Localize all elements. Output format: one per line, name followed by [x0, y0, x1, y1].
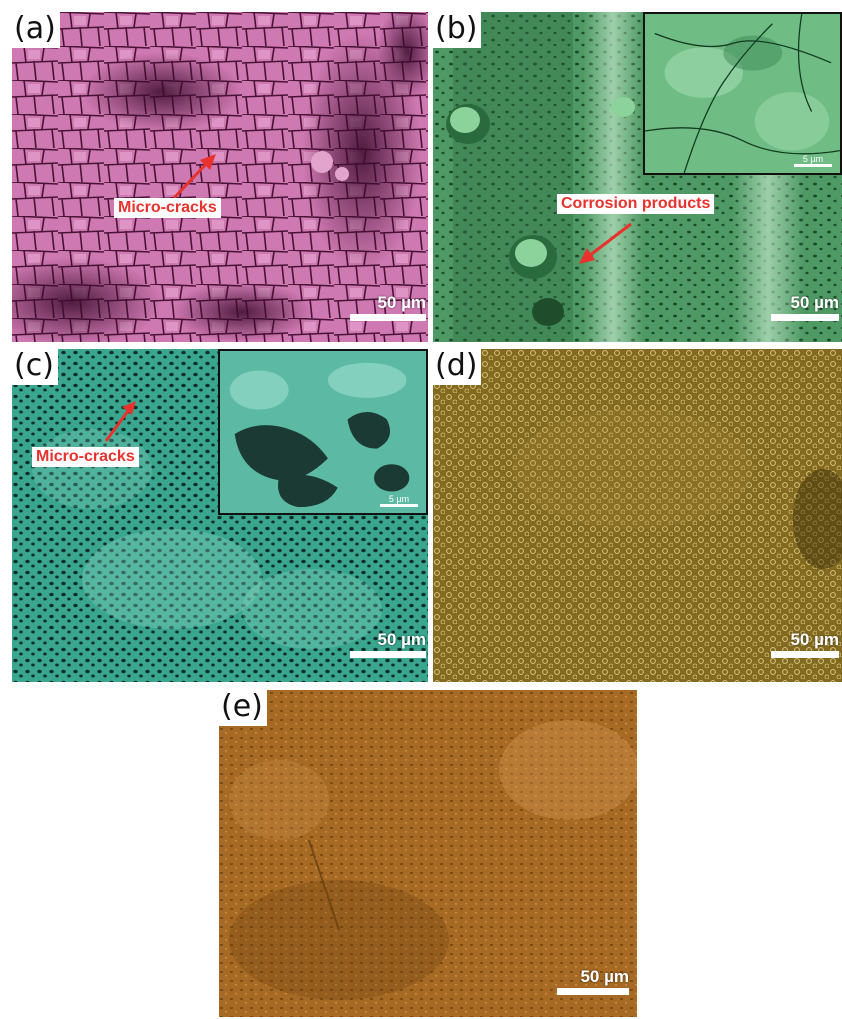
- sem-image-a: [12, 12, 428, 342]
- inset-c: 5 µm: [218, 349, 428, 515]
- inset-image-c: [220, 351, 426, 513]
- inset-scale-label-b: 5 µm: [802, 154, 824, 164]
- sem-image-b: [433, 12, 842, 342]
- scale-label-e: 50 µm: [580, 967, 629, 986]
- scale-bar-a: 50 µm: [350, 294, 426, 321]
- scale-bar-b: 50 µm: [771, 294, 839, 321]
- scale-label-a: 50 µm: [377, 293, 426, 312]
- scale-label-c: 50 µm: [377, 630, 426, 649]
- scale-label-b: 50 µm: [790, 293, 839, 312]
- sem-image-d: [433, 349, 842, 682]
- inset-scale-bar-b: 5 µm: [794, 154, 832, 167]
- scale-bar-e: 50 µm: [557, 968, 629, 995]
- panel-label-d: (d): [433, 349, 482, 385]
- panel-label-e: (e): [219, 690, 267, 726]
- inset-scale-label-c: 5 µm: [388, 494, 410, 504]
- scale-bar-c: 50 µm: [350, 631, 426, 658]
- annotation-micro-cracks-c: Micro-cracks: [32, 447, 139, 467]
- panel-b: (b) 5 µm Corrosion products 50 µm: [433, 12, 842, 342]
- scale-bar-d: 50 µm: [771, 631, 839, 658]
- panel-a: (a) Micro-cracks 50 µm: [12, 12, 428, 342]
- sem-image-e: [219, 690, 637, 1017]
- annotation-micro-cracks-a: Micro-cracks: [114, 198, 221, 218]
- panel-c: (c) 5 µm Micro-cracks 50 µm: [12, 349, 428, 682]
- inset-b: 5 µm: [643, 12, 842, 175]
- panel-d: (d) 50 µm: [433, 349, 842, 682]
- panel-label-a: (a): [12, 12, 60, 48]
- panel-e: (e) 50 µm: [219, 690, 637, 1017]
- panel-label-c: (c): [12, 349, 58, 385]
- panel-label-b: (b): [433, 12, 482, 48]
- scale-label-d: 50 µm: [790, 630, 839, 649]
- inset-image-b: [645, 14, 840, 173]
- annotation-corrosion-products-b: Corrosion products: [557, 194, 715, 214]
- inset-scale-bar-c: 5 µm: [380, 494, 418, 507]
